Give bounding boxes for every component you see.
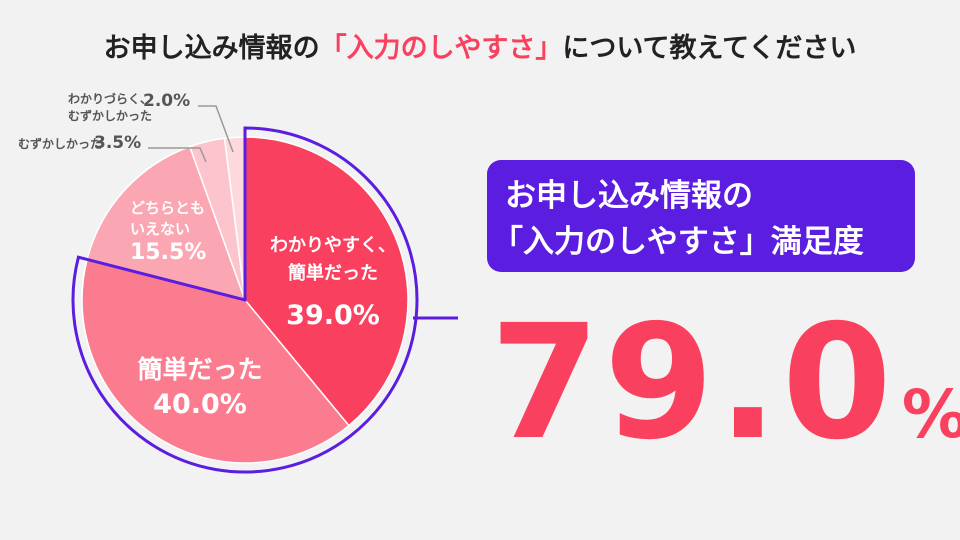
pie-slice xyxy=(86,145,247,302)
value-label: 2.0% xyxy=(143,91,190,111)
slice-label: わかりづらく、 xyxy=(68,91,152,106)
title-part: お申し込み情報の xyxy=(104,33,320,64)
callout-line: 「入力のしやすさ」満足度 xyxy=(492,224,864,260)
title-part: 「入力のしやすさ」 xyxy=(320,32,563,64)
slice-label: いえない xyxy=(130,220,190,238)
pie-slice xyxy=(81,258,350,464)
pie-slice xyxy=(244,136,409,427)
leader-line xyxy=(198,105,234,153)
callout-box xyxy=(487,160,915,272)
value-label: 39.0% xyxy=(286,300,380,331)
title-part: について教えてください xyxy=(562,33,856,64)
value-label: 3.5% xyxy=(94,133,141,153)
callout-line: お申し込み情報の xyxy=(505,178,753,214)
slice-label: むずかしかった xyxy=(18,136,102,151)
slice-label: 簡単だった xyxy=(137,355,262,384)
slice-label: 簡単だった xyxy=(288,262,378,284)
leader-line xyxy=(148,147,207,163)
callout-unit: % xyxy=(902,376,960,453)
slice-label: わかりやすく、 xyxy=(270,235,396,256)
value-label: 15.5% xyxy=(130,240,206,265)
slice-label: どちらとも xyxy=(130,199,205,217)
callout-number: 79.0% xyxy=(490,291,960,475)
highlight-outline xyxy=(71,126,419,474)
value-label: 40.0% xyxy=(153,389,247,420)
chart-title: お申し込み情報の「入力のしやすさ」について教えてください xyxy=(104,32,857,64)
slice-label: むずかしかった xyxy=(68,108,152,123)
callout-value: 79.0 xyxy=(490,291,896,475)
